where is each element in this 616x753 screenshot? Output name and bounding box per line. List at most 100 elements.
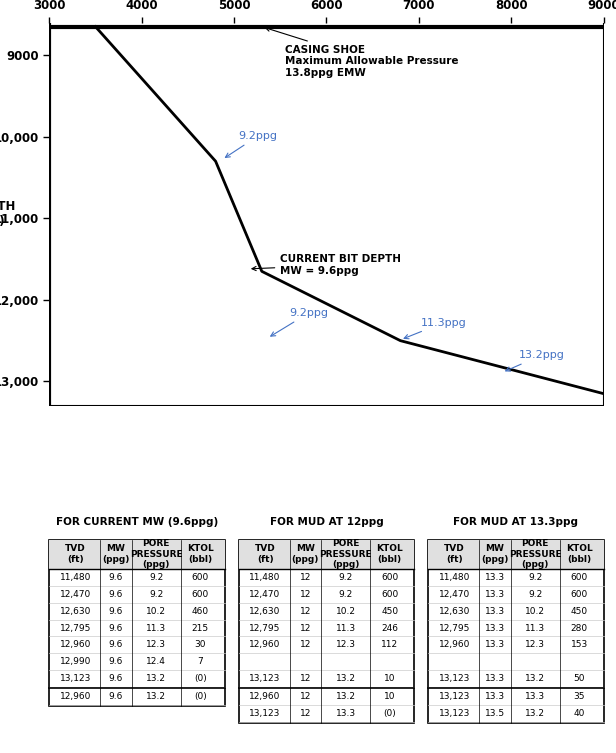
Text: TVD
(ft): TVD (ft)	[65, 544, 86, 564]
Text: 9.6: 9.6	[109, 590, 123, 599]
FancyBboxPatch shape	[428, 539, 604, 724]
Text: 13.2ppg: 13.2ppg	[506, 350, 564, 371]
Text: 7: 7	[197, 657, 203, 666]
Text: 13.3: 13.3	[485, 674, 505, 683]
Text: 12.3: 12.3	[336, 641, 356, 649]
Text: FOR MUD AT 13.3ppg: FOR MUD AT 13.3ppg	[453, 517, 578, 527]
Text: 9.6: 9.6	[109, 657, 123, 666]
Text: 112: 112	[381, 641, 398, 649]
Text: 13.3: 13.3	[485, 641, 505, 649]
Text: 12.3: 12.3	[525, 641, 545, 649]
Text: 12.3: 12.3	[147, 641, 166, 649]
Text: 10.2: 10.2	[147, 607, 166, 616]
Text: MW
(ppg): MW (ppg)	[481, 544, 509, 564]
Text: (0): (0)	[194, 674, 206, 683]
Text: 13.3: 13.3	[485, 623, 505, 633]
Text: 10.2: 10.2	[525, 607, 545, 616]
Text: 13.2: 13.2	[336, 692, 356, 701]
Text: 11.3: 11.3	[146, 623, 166, 633]
Text: FOR MUD AT 12ppg: FOR MUD AT 12ppg	[270, 517, 383, 527]
FancyBboxPatch shape	[428, 539, 604, 569]
FancyBboxPatch shape	[239, 539, 414, 724]
Text: 13,123: 13,123	[249, 709, 281, 718]
Text: MW
(ppg): MW (ppg)	[292, 544, 319, 564]
Text: 11,480: 11,480	[60, 573, 91, 582]
Text: 9.2: 9.2	[149, 590, 163, 599]
FancyBboxPatch shape	[239, 539, 414, 569]
Text: 9.2: 9.2	[528, 590, 542, 599]
Text: 12,960: 12,960	[60, 641, 91, 649]
Text: PORE
PRESSURE
(ppg): PORE PRESSURE (ppg)	[509, 539, 562, 569]
Text: 10.2: 10.2	[336, 607, 356, 616]
Text: 11.3: 11.3	[336, 623, 356, 633]
Text: 12: 12	[300, 590, 311, 599]
Text: KTOL
(bbl): KTOL (bbl)	[187, 544, 214, 564]
Text: 12,630: 12,630	[249, 607, 281, 616]
Text: DEPTH
(ft): DEPTH (ft)	[0, 200, 16, 228]
Text: 13.5: 13.5	[485, 709, 505, 718]
Text: 215: 215	[192, 623, 209, 633]
Text: 12,630: 12,630	[60, 607, 91, 616]
Text: 12,960: 12,960	[249, 692, 281, 701]
Text: 12,795: 12,795	[249, 623, 281, 633]
Text: 13.3: 13.3	[485, 590, 505, 599]
Text: 10: 10	[384, 674, 395, 683]
Text: 600: 600	[381, 590, 399, 599]
Text: 9.2ppg: 9.2ppg	[225, 131, 278, 157]
Text: 12,960: 12,960	[60, 692, 91, 701]
Text: TVD
(ft): TVD (ft)	[254, 544, 275, 564]
Text: 12,630: 12,630	[439, 607, 470, 616]
Text: 12,960: 12,960	[439, 641, 470, 649]
Text: 9.2: 9.2	[339, 573, 353, 582]
Text: 12,960: 12,960	[249, 641, 281, 649]
Text: 9.2: 9.2	[339, 590, 353, 599]
Text: 153: 153	[570, 641, 588, 649]
Text: 30: 30	[195, 641, 206, 649]
Text: 13.3: 13.3	[485, 573, 505, 582]
Text: 600: 600	[381, 573, 399, 582]
Text: 9.2: 9.2	[149, 573, 163, 582]
Text: 9.6: 9.6	[109, 674, 123, 683]
Text: KTOL
(bbl): KTOL (bbl)	[376, 544, 403, 564]
Text: 12: 12	[300, 709, 311, 718]
FancyBboxPatch shape	[49, 539, 225, 706]
Text: TVD
(ft): TVD (ft)	[444, 544, 465, 564]
Text: CURRENT BIT DEPTH
MW = 9.6ppg: CURRENT BIT DEPTH MW = 9.6ppg	[252, 255, 401, 276]
Text: 450: 450	[570, 607, 588, 616]
Text: 12,795: 12,795	[60, 623, 91, 633]
Text: PORE
PRESSURE
(ppg): PORE PRESSURE (ppg)	[320, 539, 372, 569]
Text: 460: 460	[192, 607, 209, 616]
Text: 13.3: 13.3	[525, 692, 545, 701]
Text: 11.3: 11.3	[525, 623, 545, 633]
Text: 13.2: 13.2	[147, 674, 166, 683]
Text: 13.2: 13.2	[147, 692, 166, 701]
Text: 13,123: 13,123	[249, 674, 281, 683]
Text: 12,470: 12,470	[60, 590, 91, 599]
Text: 9.6: 9.6	[109, 623, 123, 633]
Text: 9.6: 9.6	[109, 641, 123, 649]
Text: 13.3: 13.3	[485, 692, 505, 701]
Text: 12: 12	[300, 692, 311, 701]
Text: (0): (0)	[194, 692, 206, 701]
Text: 600: 600	[192, 573, 209, 582]
Text: 13.3: 13.3	[485, 607, 505, 616]
Text: 246: 246	[381, 623, 398, 633]
Text: 13.2: 13.2	[336, 674, 356, 683]
Text: (0): (0)	[383, 709, 396, 718]
Text: 40: 40	[573, 709, 585, 718]
Text: 12: 12	[300, 573, 311, 582]
Text: 11,480: 11,480	[439, 573, 470, 582]
Text: 12,470: 12,470	[439, 590, 470, 599]
FancyBboxPatch shape	[49, 539, 225, 569]
Text: 13.3: 13.3	[336, 709, 356, 718]
Text: 600: 600	[570, 573, 588, 582]
Text: 13.2: 13.2	[525, 674, 545, 683]
Text: 35: 35	[573, 692, 585, 701]
Text: KTOL
(bbl): KTOL (bbl)	[565, 544, 593, 564]
Text: 12,795: 12,795	[439, 623, 470, 633]
Text: 12: 12	[300, 607, 311, 616]
Text: 9.2ppg: 9.2ppg	[271, 308, 328, 336]
Text: 12.4: 12.4	[147, 657, 166, 666]
Text: CASING SHOE
Maximum Allowable Pressure
13.8ppg EMW: CASING SHOE Maximum Allowable Pressure 1…	[265, 27, 458, 78]
Text: 280: 280	[570, 623, 588, 633]
